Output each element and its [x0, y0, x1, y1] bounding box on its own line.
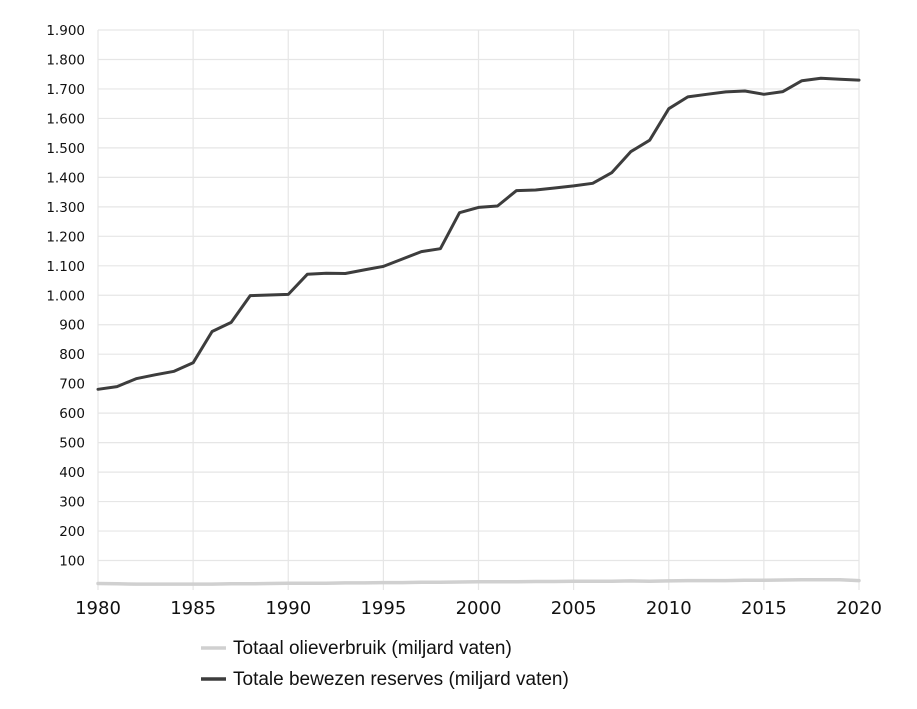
- y-tick-label: 600: [59, 406, 85, 422]
- x-tick-label: 1995: [360, 598, 406, 619]
- x-tick-label: 2000: [456, 598, 502, 619]
- series-lines: [96, 76, 861, 586]
- y-tick-label: 300: [59, 495, 85, 511]
- y-tick-label: 1.300: [46, 200, 85, 216]
- x-tick-label: 2005: [551, 598, 597, 619]
- x-tick-label: 2015: [741, 598, 787, 619]
- legend: Totaal olieverbruik (miljard vaten) Tota…: [201, 638, 569, 690]
- y-tick-label: 400: [59, 465, 85, 481]
- y-tick-label: 1.000: [46, 288, 85, 304]
- x-tick-label: 1985: [170, 598, 216, 619]
- x-tick-label: 2020: [836, 598, 882, 619]
- y-tick-label: 500: [59, 436, 85, 452]
- series-line-reserves: [96, 76, 861, 391]
- series-line-consumption: [96, 577, 861, 586]
- y-tick-label: 1.100: [46, 259, 85, 275]
- y-tick-label: 100: [59, 554, 85, 570]
- y-tick-label: 1.700: [46, 82, 85, 98]
- x-axis-ticks: 1980 1985 1990 1995 2000 2005 2010 2015 2020: [75, 598, 882, 619]
- y-tick-label: 200: [59, 524, 85, 540]
- x-tick-label: 2010: [646, 598, 692, 619]
- y-tick-label: 1.600: [46, 111, 85, 127]
- y-tick-label: 700: [59, 377, 85, 393]
- y-tick-label: 800: [59, 347, 85, 363]
- y-tick-label: 1.500: [46, 141, 85, 157]
- legend-label-consumption: Totaal olieverbruik (miljard vaten): [233, 638, 512, 659]
- y-tick-label: 1.900: [46, 23, 85, 39]
- y-axis-ticks: 100 200 300 400 500 600 700 800 900 1.000 1.100 1.2…: [46, 23, 85, 570]
- grid: [97, 29, 860, 590]
- legend-label-reserves: Totale bewezen reserves (miljard vaten): [233, 669, 569, 690]
- y-tick-label: 1.400: [46, 170, 85, 186]
- y-tick-label: 1.200: [46, 229, 85, 245]
- y-tick-label: 1.800: [46, 52, 85, 68]
- y-tick-label: 900: [59, 318, 85, 334]
- x-tick-label: 1990: [265, 598, 311, 619]
- x-tick-label: 1980: [75, 598, 121, 619]
